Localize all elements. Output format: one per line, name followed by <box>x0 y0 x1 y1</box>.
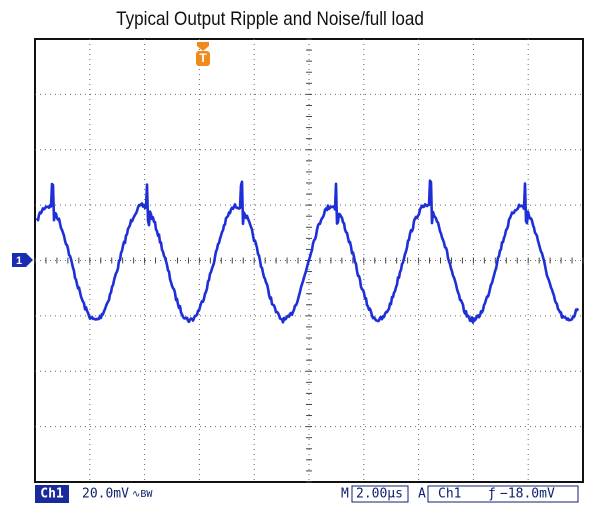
trigger-mode: A <box>418 487 426 502</box>
channel-label: 1 <box>16 255 22 267</box>
waveform <box>35 179 580 324</box>
trigger-label: T <box>199 51 207 65</box>
bandwidth-limit: ∿BW <box>132 489 153 500</box>
trigger-source: Ch1 <box>438 487 461 502</box>
timebase-box <box>351 485 409 503</box>
trigger-marker: T <box>196 42 210 66</box>
trigger-box-frame <box>427 485 579 503</box>
trigger-level: −18.0mV <box>500 487 555 502</box>
trigger-arrow <box>197 42 209 51</box>
channel-marker: 1 <box>12 253 33 267</box>
status-bar: Ch1 20.0mV ∿BW M 2.00µs A Ch1 ƒ −18.0mV <box>35 485 579 503</box>
vertical-scale: 20.0mV <box>82 487 129 502</box>
trigger-slope: ƒ <box>488 487 496 502</box>
timebase-prefix: M <box>341 487 349 502</box>
channel-arrow <box>12 253 33 267</box>
title: Typical Output Ripple and Noise/full loa… <box>116 8 424 29</box>
channel-badge <box>35 485 69 503</box>
timebase: 2.00µs <box>356 487 403 502</box>
graticule <box>34 38 584 483</box>
channel-badge-label: Ch1 <box>40 487 64 502</box>
trigger-box <box>196 51 210 66</box>
